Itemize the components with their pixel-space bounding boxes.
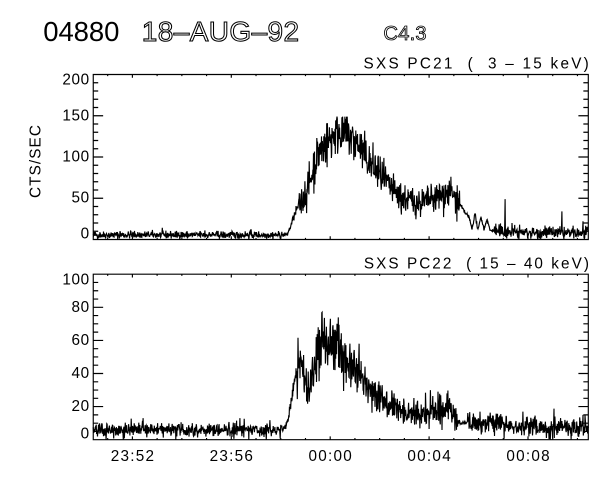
svg-text:100: 100 bbox=[62, 271, 89, 288]
svg-text:0: 0 bbox=[81, 225, 90, 242]
svg-text:100: 100 bbox=[62, 149, 89, 166]
svg-text:00:04: 00:04 bbox=[407, 448, 452, 465]
svg-text:00:08: 00:08 bbox=[506, 448, 551, 465]
svg-text:0: 0 bbox=[81, 426, 90, 443]
svg-text:00:00: 00:00 bbox=[309, 448, 354, 465]
svg-text:20: 20 bbox=[71, 398, 89, 415]
svg-text:SXS PC21 ( 3 – 15 keV): SXS PC21 ( 3 – 15 keV) bbox=[364, 56, 591, 73]
svg-text:C4.3: C4.3 bbox=[384, 23, 427, 45]
svg-text:CTS/SEC: CTS/SEC bbox=[28, 124, 45, 198]
svg-text:18–AUG–92: 18–AUG–92 bbox=[142, 16, 300, 47]
svg-text:23:56: 23:56 bbox=[210, 448, 255, 465]
svg-text:40: 40 bbox=[71, 365, 89, 382]
svg-text:SXS PC22 ( 15 – 40 keV): SXS PC22 ( 15 – 40 keV) bbox=[364, 255, 591, 272]
svg-text:50: 50 bbox=[71, 190, 89, 207]
svg-text:80: 80 bbox=[71, 299, 89, 316]
svg-text:150: 150 bbox=[62, 108, 89, 125]
svg-text:04880: 04880 bbox=[43, 16, 119, 47]
svg-text:23:52: 23:52 bbox=[111, 448, 156, 465]
svg-text:60: 60 bbox=[71, 332, 89, 349]
svg-text:200: 200 bbox=[62, 72, 89, 89]
